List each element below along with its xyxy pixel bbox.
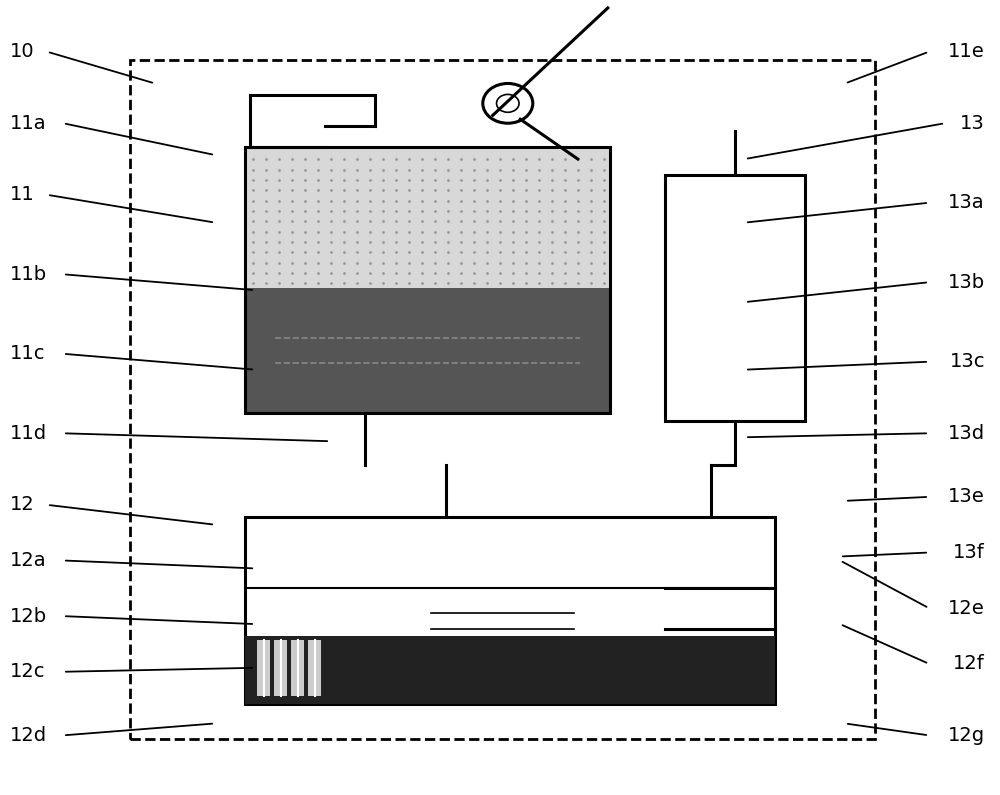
Text: 11a: 11a <box>10 114 47 133</box>
Text: 12d: 12d <box>10 726 47 745</box>
Bar <box>245 147 610 289</box>
Text: 11e: 11e <box>948 42 985 61</box>
Bar <box>257 640 270 696</box>
Text: 13d: 13d <box>948 424 985 443</box>
Bar <box>680 237 719 254</box>
Text: 12g: 12g <box>948 726 985 745</box>
Text: 12: 12 <box>10 495 35 514</box>
Bar <box>751 303 766 397</box>
Bar <box>291 640 304 696</box>
Text: 13a: 13a <box>948 193 985 212</box>
Bar <box>690 303 706 397</box>
Text: 13f: 13f <box>953 543 985 562</box>
Text: 12a: 12a <box>10 551 47 570</box>
Text: 13b: 13b <box>948 273 985 292</box>
Text: 11c: 11c <box>10 344 46 363</box>
Bar <box>308 640 321 696</box>
Text: 12c: 12c <box>10 662 46 681</box>
Text: 11: 11 <box>10 185 35 204</box>
Text: 12e: 12e <box>948 599 985 618</box>
Text: 11b: 11b <box>10 265 47 284</box>
Bar <box>274 640 287 696</box>
Text: 12b: 12b <box>10 607 47 626</box>
Bar <box>731 303 746 397</box>
Bar <box>665 175 805 421</box>
Text: 13: 13 <box>960 114 985 133</box>
Bar <box>680 218 719 235</box>
Bar <box>245 636 775 704</box>
Text: 13c: 13c <box>950 352 985 371</box>
Text: 11d: 11d <box>10 424 47 443</box>
Text: 10: 10 <box>10 42 35 61</box>
Bar <box>245 147 610 413</box>
Bar <box>710 303 726 397</box>
Bar <box>680 256 719 273</box>
Bar <box>245 517 775 704</box>
Text: 12f: 12f <box>953 654 985 673</box>
Bar <box>130 60 875 739</box>
Bar <box>245 289 610 413</box>
Text: 13e: 13e <box>948 487 985 506</box>
